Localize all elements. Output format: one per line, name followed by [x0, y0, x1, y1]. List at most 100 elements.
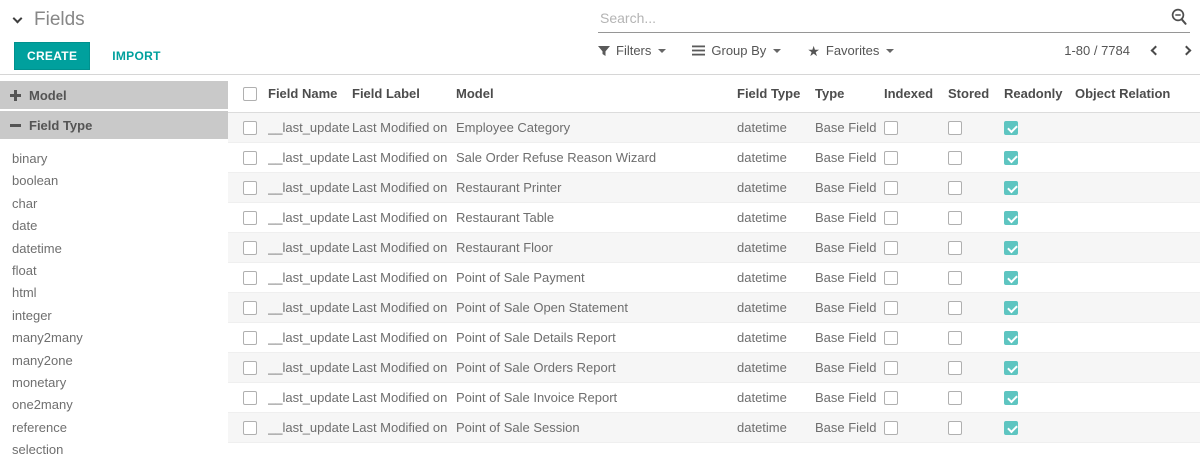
cell-stored: [948, 112, 1004, 142]
cell-field-type: datetime: [737, 269, 787, 285]
search-icon[interactable]: [1170, 8, 1188, 31]
table-row[interactable]: __last_update Last Modified on Restaurant …: [228, 232, 1200, 262]
sidebar-item-one2many[interactable]: one2many: [12, 397, 73, 413]
cell-field-label: Last Modified on: [352, 149, 448, 165]
sidebar-item-many2one[interactable]: many2one: [12, 352, 73, 368]
col-header-field-label[interactable]: Field Label: [352, 75, 456, 113]
sidebar-item-boolean[interactable]: boolean: [12, 173, 59, 189]
readonly-checkbox: [1004, 180, 1018, 195]
cell-object-relation: [1075, 352, 1200, 382]
chevron-down-icon[interactable]: [12, 13, 23, 23]
table-row[interactable]: __last_update Last Modified on Restaurant …: [228, 172, 1200, 202]
table-row[interactable]: __last_update Last Modified on Point of Sa…: [228, 352, 1200, 382]
cell-type: Base Field: [815, 179, 877, 195]
sidebar-item-float[interactable]: float: [12, 262, 37, 278]
cell-object-relation: [1075, 172, 1200, 202]
col-header-field-name[interactable]: Field Name: [268, 75, 352, 113]
table-row[interactable]: __last_update Last Modified on Restaurant …: [228, 202, 1200, 232]
sidebar-item-many2many[interactable]: many2many: [12, 330, 83, 346]
row-checkbox[interactable]: [243, 210, 257, 225]
col-header-field-type[interactable]: Field Type: [737, 75, 815, 113]
cell-stored: [948, 292, 1004, 322]
search-input[interactable]: [598, 9, 1190, 26]
table-row[interactable]: __last_update Last Modified on Point of Sa…: [228, 322, 1200, 352]
cell-readonly: [1004, 352, 1075, 382]
cell-readonly: [1004, 412, 1075, 442]
cell-readonly: [1004, 142, 1075, 172]
funnel-icon: [598, 45, 610, 56]
cell-field-label: Last Modified on: [352, 239, 448, 255]
breadcrumb[interactable]: Fields: [12, 7, 598, 33]
row-checkbox[interactable]: [243, 180, 257, 195]
row-checkbox[interactable]: [243, 390, 257, 405]
import-button[interactable]: IMPORT: [106, 48, 166, 64]
sidebar-item-binary[interactable]: binary: [12, 151, 48, 166]
group-by-label: Group By: [711, 43, 767, 58]
row-checkbox[interactable]: [243, 300, 257, 315]
table-row[interactable]: __last_update Last Modified on Point of Sa…: [228, 292, 1200, 322]
cell-readonly: [1004, 382, 1075, 412]
readonly-checkbox: [1004, 420, 1018, 435]
col-header-indexed[interactable]: Indexed: [884, 75, 948, 113]
cell-type: Base Field: [815, 149, 877, 165]
select-all-checkbox[interactable]: [243, 87, 257, 102]
col-header-type[interactable]: Type: [815, 75, 884, 113]
sidebar-item-selection[interactable]: selection: [12, 442, 64, 458]
sidebar-section-label: Field Type: [29, 117, 93, 133]
table-row[interactable]: __last_update Last Modified on Point of Sa…: [228, 382, 1200, 412]
sidebar-item-monetary[interactable]: monetary: [12, 374, 67, 390]
row-checkbox[interactable]: [243, 120, 257, 135]
cell-field-label: Last Modified on: [352, 419, 448, 435]
col-header-object-relation[interactable]: Object Relation: [1075, 75, 1200, 113]
row-checkbox[interactable]: [243, 420, 257, 435]
sidebar-item-reference[interactable]: reference: [12, 419, 67, 435]
cell-stored: [948, 202, 1004, 232]
cell-readonly: [1004, 172, 1075, 202]
col-header-model[interactable]: Model: [456, 75, 737, 113]
filter-row: Filters Group By ★ Favorites 1-80 / 7784: [598, 43, 1192, 58]
sidebar-item-integer[interactable]: integer: [12, 307, 52, 323]
favorites-menu[interactable]: ★ Favorites: [807, 43, 895, 58]
create-button[interactable]: CREATE: [14, 42, 91, 70]
sidebar-section-field-type[interactable]: Field Type: [0, 111, 228, 139]
row-checkbox[interactable]: [243, 240, 257, 255]
search-bar: [598, 3, 1190, 33]
pager-next-button[interactable]: [1181, 45, 1192, 56]
cell-model: Employee Category: [456, 119, 571, 135]
row-checkbox[interactable]: [243, 360, 257, 375]
row-select-cell: [228, 142, 268, 172]
sidebar-item-html[interactable]: html: [12, 285, 37, 301]
cell-field-name: __last_update: [268, 329, 350, 345]
filters-menu[interactable]: Filters: [598, 43, 667, 58]
cell-field-label: Last Modified on: [352, 359, 448, 375]
row-select-cell: [228, 292, 268, 322]
sidebar-section-model[interactable]: Model: [0, 81, 228, 109]
sidebar-item-char[interactable]: char: [12, 195, 38, 211]
col-header-readonly[interactable]: Readonly: [1004, 75, 1075, 113]
cell-readonly: [1004, 262, 1075, 292]
cell-indexed: [884, 202, 948, 232]
row-checkbox[interactable]: [243, 330, 257, 345]
cell-object-relation: [1075, 232, 1200, 262]
cell-type: Base Field: [815, 299, 877, 315]
sidebar-item-date[interactable]: date: [12, 218, 38, 234]
table-row[interactable]: __last_update Last Modified on Employee Ca…: [228, 112, 1200, 142]
plus-icon: [10, 89, 21, 101]
caret-down-icon: [886, 48, 895, 53]
group-by-menu[interactable]: Group By: [692, 43, 782, 58]
table-row[interactable]: __last_update Last Modified on Point of Sa…: [228, 262, 1200, 292]
table-row[interactable]: __last_update Last Modified on Sale Order …: [228, 142, 1200, 172]
row-checkbox[interactable]: [243, 150, 257, 165]
row-checkbox[interactable]: [243, 270, 257, 285]
stored-checkbox: [948, 360, 962, 375]
cell-field-name: __last_update: [268, 179, 350, 195]
cell-type: Base Field: [815, 119, 877, 135]
cell-indexed: [884, 352, 948, 382]
sidebar-item-datetime[interactable]: datetime: [12, 240, 62, 256]
pager-previous-button[interactable]: [1150, 45, 1161, 56]
stored-checkbox: [948, 120, 962, 135]
table-row[interactable]: __last_update Last Modified on Point of Sa…: [228, 412, 1200, 442]
col-header-stored[interactable]: Stored: [948, 75, 1004, 113]
cell-indexed: [884, 232, 948, 262]
cell-field-type: datetime: [737, 299, 787, 315]
